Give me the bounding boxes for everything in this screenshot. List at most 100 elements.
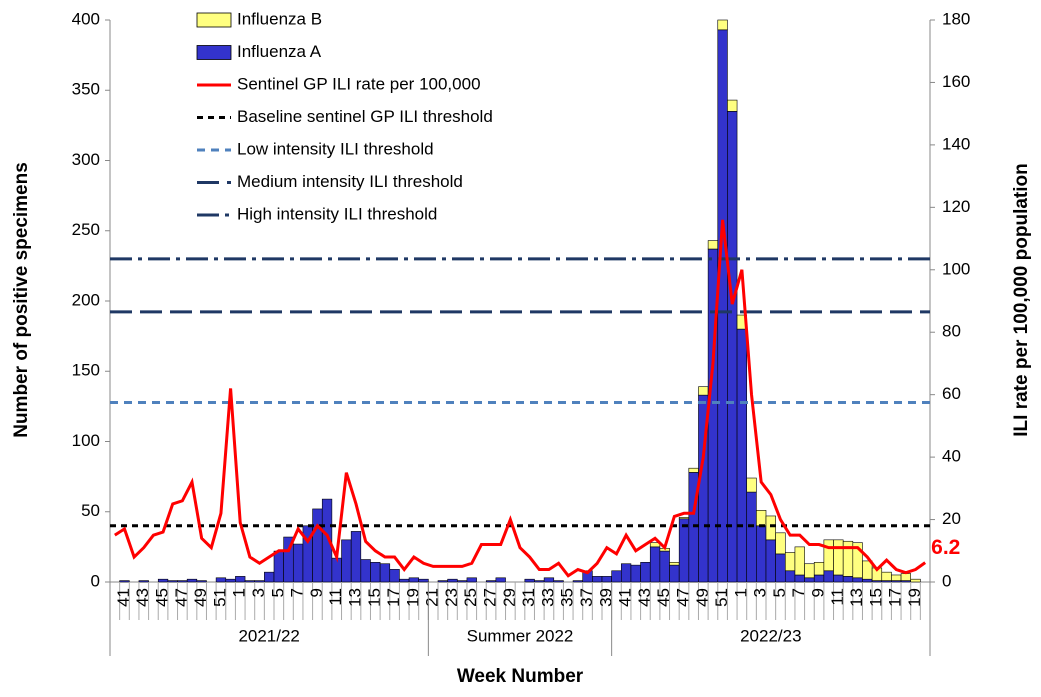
x-tick-label: 35: [558, 588, 577, 607]
bar: [215, 577, 227, 583]
value-label: 6.2: [931, 536, 960, 559]
x-tick-label: 43: [635, 588, 654, 607]
bar: [389, 569, 400, 583]
bar: [688, 467, 699, 473]
x-tick-label: 15: [365, 588, 384, 607]
x-tick-label: 33: [538, 588, 557, 607]
y-tick-label: 0: [91, 571, 100, 590]
x-tick-label: 5: [770, 588, 789, 597]
bar: [794, 546, 805, 576]
x-tick-label: 37: [577, 588, 596, 607]
bar: [669, 564, 680, 583]
bar: [177, 580, 188, 583]
bar: [592, 576, 603, 583]
x-tick-label: 11: [326, 588, 345, 606]
bar: [678, 517, 690, 520]
x-tick-label: 51: [712, 588, 731, 607]
x-tick-label: 1: [230, 588, 249, 597]
bar: [225, 578, 236, 583]
y2-tick-label: 160: [942, 72, 970, 91]
bar: [572, 580, 584, 583]
x-tick-label: 13: [345, 588, 364, 607]
legend-label: Influenza B: [237, 9, 322, 28]
x-tick-label: 7: [288, 588, 307, 597]
y-tick-label: 300: [72, 150, 100, 169]
x-tick-label: 5: [268, 588, 287, 597]
bar: [119, 580, 130, 583]
y-tick-label: 100: [72, 431, 100, 450]
bar: [418, 578, 429, 583]
bar: [775, 553, 786, 583]
y2-tick-label: 40: [942, 447, 961, 466]
bar: [707, 240, 719, 250]
x-tick-label: 23: [442, 588, 461, 607]
bar: [138, 580, 149, 583]
x-tick-label: 49: [191, 588, 210, 607]
group-label: Summer 2022: [467, 626, 574, 645]
bar: [804, 563, 815, 579]
y-tick-label: 400: [72, 9, 100, 28]
legend-label: Low intensity ILI threshold: [237, 139, 434, 158]
bar: [765, 515, 776, 541]
bar: [553, 580, 564, 583]
x-tick-label: 11: [828, 588, 847, 606]
x-tick-label: 49: [693, 588, 712, 607]
y-tick-label: 200: [72, 290, 100, 309]
bar: [881, 571, 892, 581]
bar: [756, 510, 767, 527]
y2-tick-label: 180: [942, 9, 970, 28]
bar: [157, 578, 169, 583]
x-tick-label: 29: [500, 588, 519, 607]
bar: [254, 580, 265, 583]
y-tick-label: 50: [81, 501, 100, 520]
bar: [350, 531, 362, 583]
x-tick-label: 7: [789, 588, 808, 597]
bar: [823, 570, 834, 583]
bar: [649, 546, 661, 583]
legend-swatch: [196, 12, 232, 28]
bar: [717, 29, 728, 583]
y2-axis-title: ILI rate per 100,000 population: [1011, 163, 1032, 436]
x-tick-label: 17: [886, 588, 905, 607]
bar: [833, 539, 844, 576]
bar: [379, 563, 391, 583]
x-tick-label: 15: [866, 588, 885, 607]
x-tick-label: 45: [654, 588, 673, 607]
x-tick-label: 27: [481, 588, 500, 607]
bar: [640, 562, 651, 583]
x-tick-label: 41: [616, 588, 635, 607]
x-tick-label: 51: [210, 588, 229, 607]
bar: [264, 571, 275, 583]
bar: [331, 557, 342, 583]
bar: [891, 574, 902, 581]
bar: [437, 580, 448, 583]
y2-tick-label: 100: [942, 259, 970, 278]
x-tick-label: 31: [519, 588, 538, 607]
x-tick-label: 47: [673, 588, 692, 607]
bar: [321, 498, 333, 583]
x-tick-label: 3: [751, 588, 770, 597]
bar: [543, 577, 555, 583]
bar: [601, 576, 612, 583]
bar: [399, 578, 410, 583]
legend-label: Baseline sentinel GP ILI threshold: [237, 107, 493, 126]
bar: [813, 562, 825, 576]
x-axis-title: Week Number: [457, 666, 584, 687]
bar: [736, 328, 748, 583]
legend-label: Sentinel GP ILI rate per 100,000: [237, 74, 481, 93]
y2-tick-label: 60: [942, 384, 961, 403]
x-tick-label: 43: [133, 588, 152, 607]
x-tick-label: 45: [153, 588, 172, 607]
bar: [698, 386, 709, 396]
bar: [244, 580, 256, 583]
bar: [196, 580, 207, 583]
bar: [360, 559, 371, 583]
bar: [370, 562, 381, 583]
y2-tick-label: 120: [942, 197, 970, 216]
bar: [495, 577, 506, 583]
bar: [804, 577, 815, 583]
bar: [765, 539, 776, 583]
bar: [235, 576, 246, 583]
bar: [620, 563, 632, 583]
bar: [727, 111, 738, 583]
